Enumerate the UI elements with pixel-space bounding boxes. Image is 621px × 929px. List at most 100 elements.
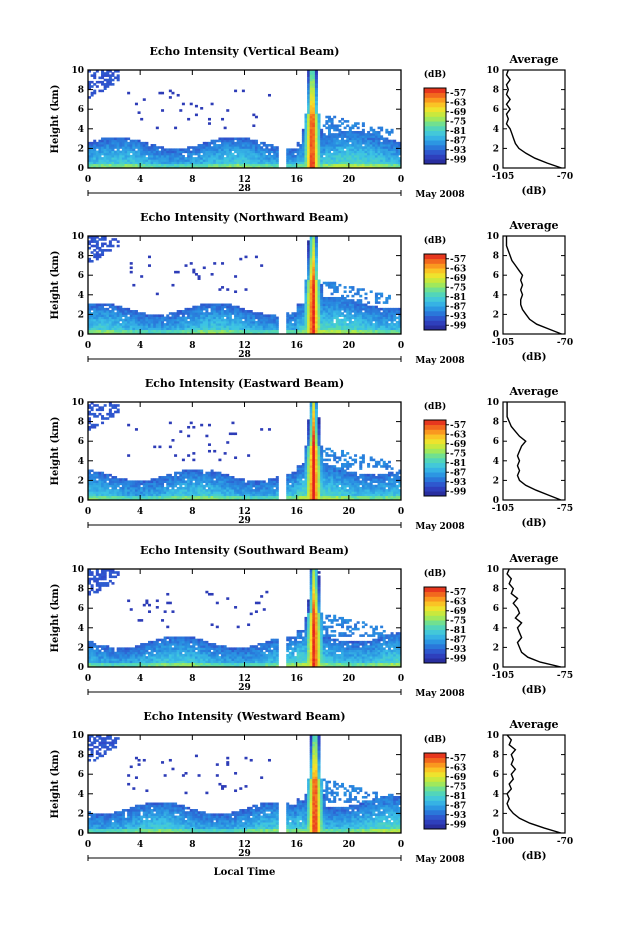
- echo-cell: [361, 323, 365, 326]
- echo-cell: [181, 318, 185, 322]
- echo-cell: [312, 408, 316, 412]
- echo-cell: [88, 163, 92, 167]
- echo-cell: [312, 473, 316, 477]
- echo-cell: [234, 146, 238, 149]
- day-label: 28: [238, 350, 251, 360]
- echo-cell: [176, 489, 180, 492]
- echo-cell: [309, 478, 313, 481]
- echo-cell: [150, 493, 154, 497]
- echo-cell: [395, 331, 399, 335]
- echo-cell: [351, 331, 355, 335]
- echo-cell: [239, 478, 243, 481]
- echo-cell: [228, 329, 232, 333]
- echo-cell: [320, 491, 324, 494]
- echo-cell: [166, 489, 170, 492]
- echo-cell: [103, 238, 107, 241]
- echo-cell: [299, 323, 303, 326]
- echo-cell: [307, 320, 311, 324]
- echo-cell: [398, 323, 402, 326]
- echo-cell: [106, 70, 110, 73]
- echo-cell: [166, 478, 170, 481]
- echo-cell: [184, 307, 188, 311]
- echo-cell: [187, 150, 191, 154]
- echo-cell: [307, 154, 311, 158]
- echo-cell: [223, 478, 227, 481]
- echo-cell: [234, 305, 238, 309]
- echo-cell: [387, 325, 391, 328]
- echo-cell: [161, 146, 165, 149]
- echo-cell: [205, 478, 209, 481]
- echo-cell: [163, 495, 167, 499]
- echo-cell: [351, 141, 355, 145]
- echo-cell: [356, 163, 360, 167]
- echo-cell: [348, 301, 352, 304]
- echo-cell: [192, 478, 196, 481]
- echo-cell: [369, 331, 373, 335]
- echo-cell: [140, 497, 144, 501]
- echo-cell: [176, 327, 180, 331]
- echo-cell: [273, 480, 277, 483]
- echo-cell: [301, 312, 305, 315]
- echo-cell: [106, 148, 110, 151]
- echo-cell: [309, 277, 313, 280]
- avg-y-tick-label: 8: [493, 86, 499, 96]
- echo-cell: [356, 152, 360, 156]
- echo-cell: [265, 159, 269, 162]
- echo-cell: [111, 323, 115, 326]
- echo-cell: [134, 312, 138, 315]
- echo-cell: [314, 249, 318, 252]
- echo-cell: [395, 323, 399, 326]
- echo-cell: [129, 314, 133, 317]
- colorbar-tick-label: -81: [450, 293, 466, 303]
- echo-cell: [312, 406, 316, 409]
- echo-cell: [317, 484, 321, 488]
- echo-cell: [294, 489, 298, 492]
- echo-cell: [291, 157, 295, 160]
- echo-cell: [134, 318, 138, 322]
- echo-cell: [210, 310, 214, 313]
- echo-cell: [161, 476, 165, 479]
- echo-cell: [325, 137, 329, 141]
- echo-cell: [176, 482, 180, 486]
- echo-cell: [312, 447, 316, 451]
- echo-cell: [330, 296, 334, 300]
- echo-cell: [132, 161, 136, 165]
- echo-cell: [309, 462, 313, 466]
- echo-cell: [98, 473, 102, 477]
- echo-cell: [95, 320, 99, 324]
- echo-cell: [335, 157, 339, 160]
- echo-cell: [200, 491, 204, 494]
- echo-cell: [385, 327, 389, 331]
- echo-cell: [155, 323, 159, 326]
- echo-cell: [320, 305, 324, 309]
- echo-cell: [207, 493, 211, 497]
- echo-cell: [171, 314, 175, 317]
- echo-cell: [93, 480, 97, 483]
- echo-cell: [330, 161, 334, 165]
- echo-cell: [234, 165, 238, 169]
- echo-cell: [106, 484, 110, 488]
- echo-cell: [377, 154, 381, 158]
- echo-cell: [307, 281, 311, 285]
- echo-cell: [341, 154, 345, 158]
- echo-cell: [398, 150, 402, 154]
- echo-cell: [301, 469, 305, 473]
- echo-cell: [270, 491, 274, 494]
- echo-cell: [309, 489, 313, 492]
- echo-cell: [174, 316, 178, 320]
- echo-cell: [124, 314, 128, 317]
- echo-cell: [309, 76, 313, 80]
- echo-cell: [374, 152, 378, 156]
- echo-cell: [312, 443, 316, 446]
- echo-cell: [395, 150, 399, 154]
- echo-cell: [317, 128, 321, 132]
- echo-cell: [241, 89, 245, 93]
- echo-cell: [124, 316, 128, 320]
- echo-cell: [314, 439, 318, 442]
- echo-cell: [244, 159, 248, 162]
- echo-cell: [194, 320, 198, 324]
- echo-cell: [90, 478, 94, 481]
- echo-cell: [200, 163, 204, 167]
- echo-cell: [108, 310, 112, 313]
